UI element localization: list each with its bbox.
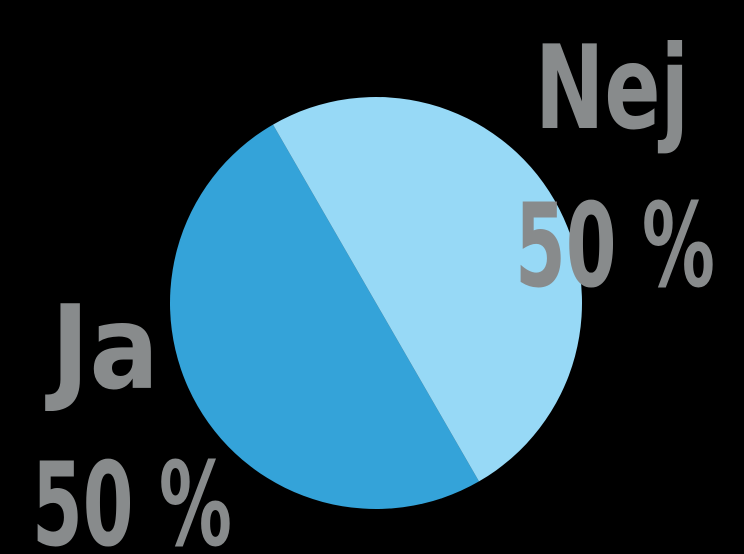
slice-value-nej: 50 % <box>515 179 715 314</box>
slice-label-ja: Ja <box>45 281 159 416</box>
pie-slice-nej <box>273 96 582 482</box>
pie-slices <box>170 96 582 510</box>
slice-value-ja: 50 % <box>32 438 232 554</box>
slice-label-nej: Nej <box>535 21 689 156</box>
pie-slice-ja <box>170 124 480 510</box>
